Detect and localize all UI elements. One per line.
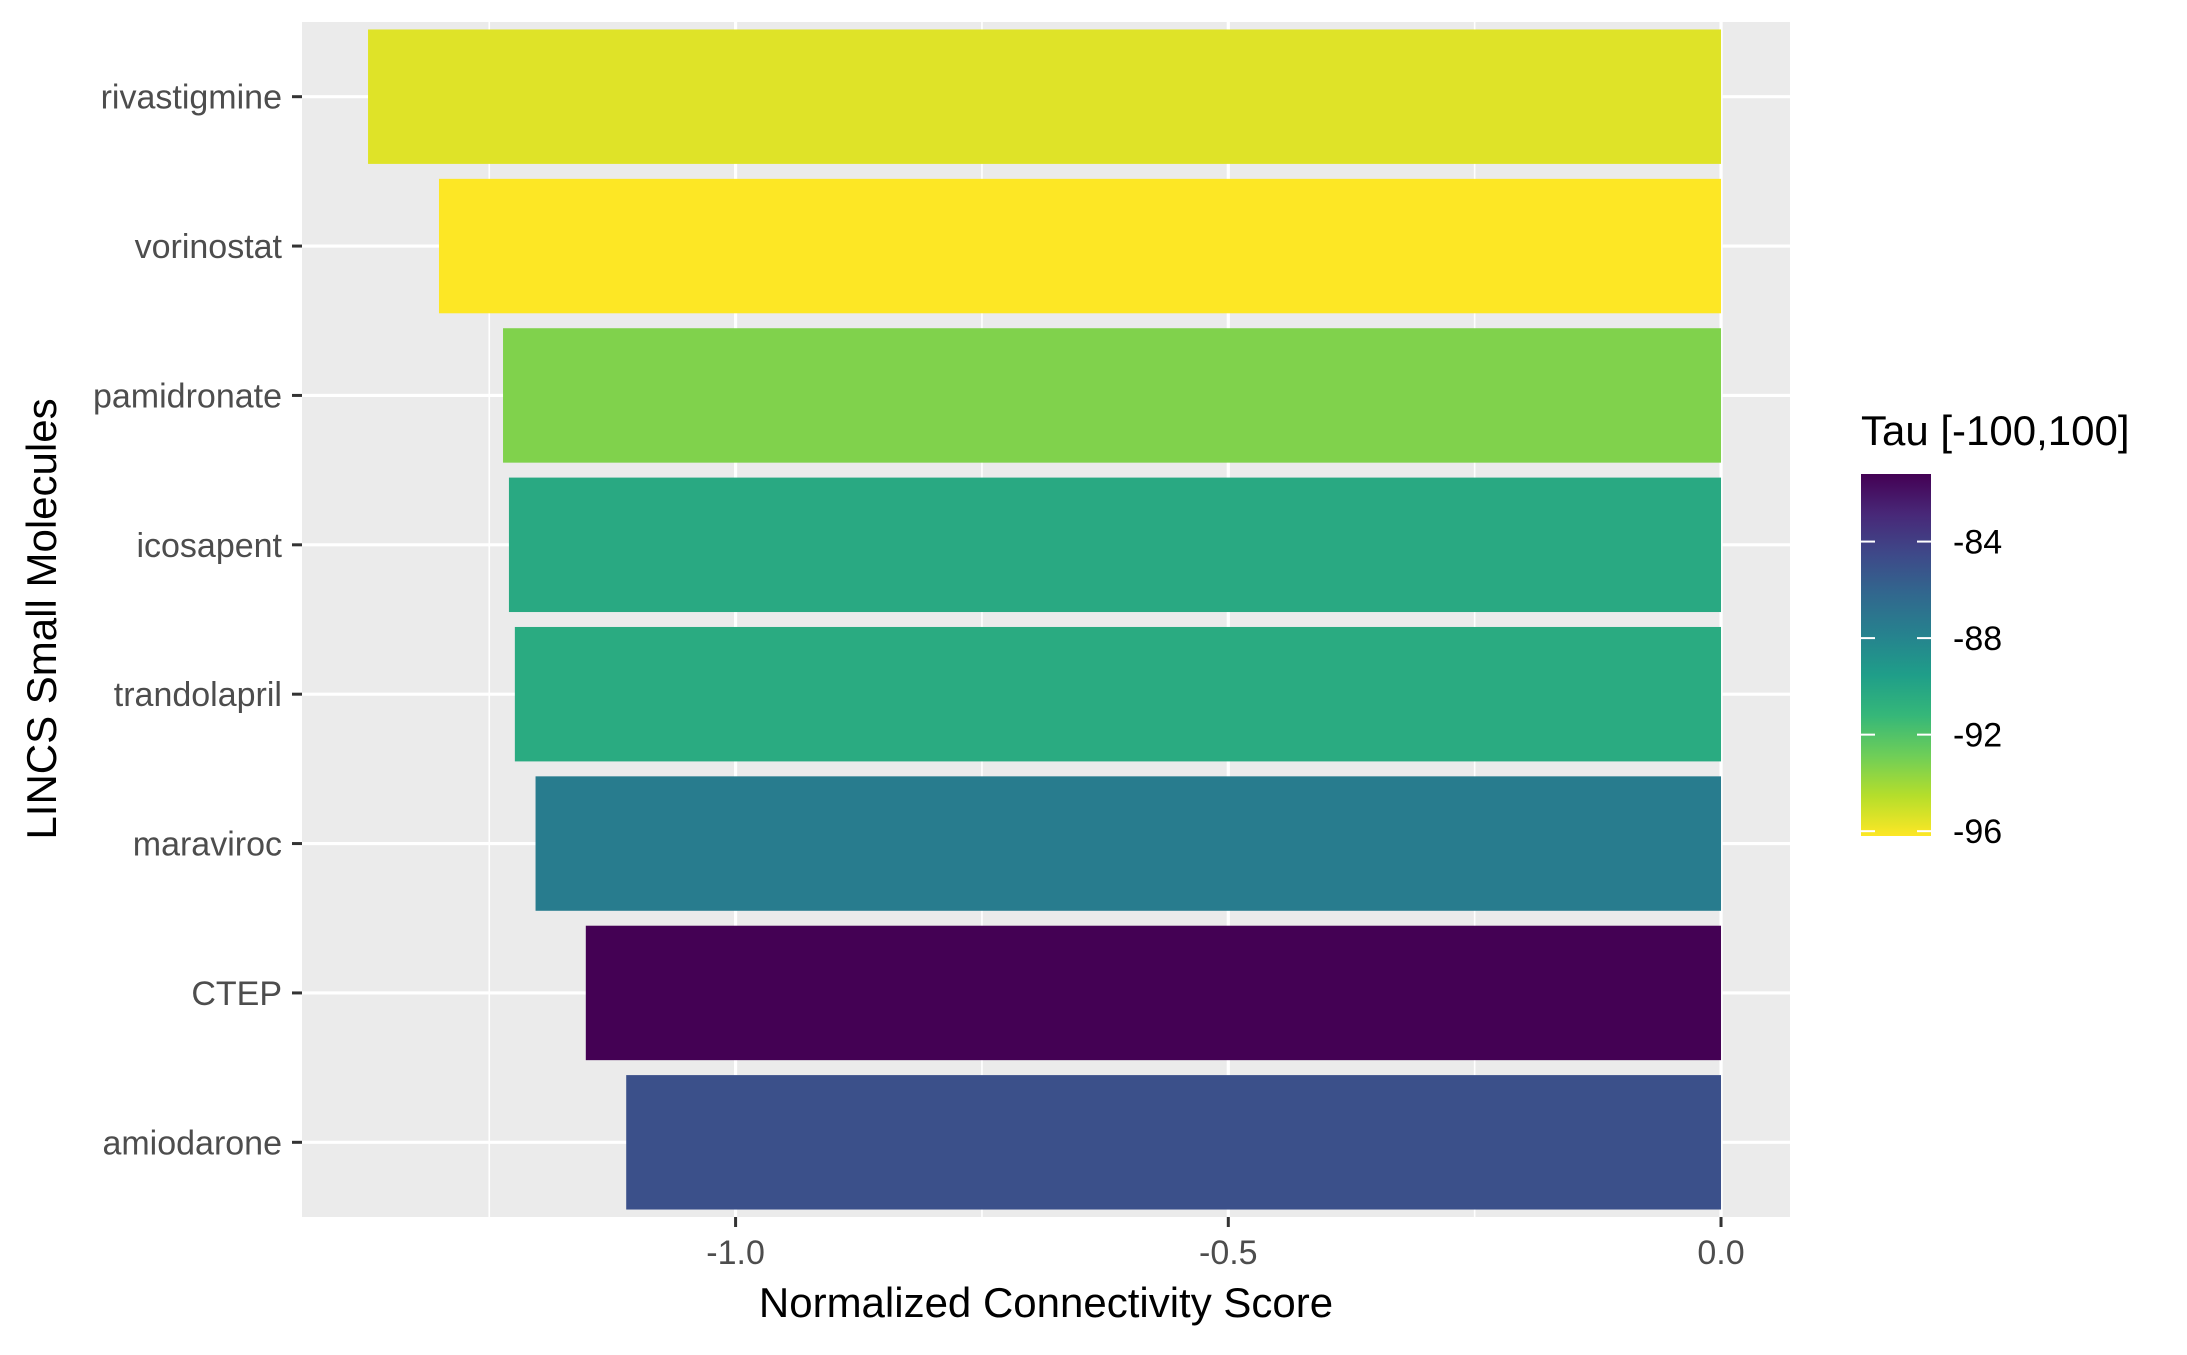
y-tick-label: rivastigmine [101,79,282,117]
x-tick-label: -1.0 [706,1234,765,1272]
bars [368,29,1722,1210]
y-tick-label: amiodarone [102,1124,282,1162]
x-axis-label: Normalized Connectivity Score [759,1279,1333,1326]
y-tick-label: vorinostat [135,228,283,266]
y-tick-label: trandolapril [114,676,282,714]
legend-colorbar [1861,474,1931,836]
bar-maraviroc [535,776,1722,911]
legend-tick-label: -96 [1953,813,2002,851]
y-tick-label: icosapent [136,527,282,565]
x-axis: -1.0 -0.5 0.0 [706,1217,1745,1272]
legend-title: Tau [-100,100] [1861,407,2130,454]
legend-tick-label: -84 [1953,524,2002,562]
legend-tick-label: -92 [1953,717,2002,755]
y-tick-label: maraviroc [133,826,282,864]
bar-rivastigmine [368,29,1722,164]
x-tick-label: -0.5 [1199,1234,1258,1272]
color-legend: Tau [-100,100] -84 -88 -92 -96 [1861,407,2130,851]
y-axis: rivastigmine vorinostat pamidronate icosape… [93,79,302,1162]
bar-amiodarone [626,1075,1722,1210]
y-axis-label: LINCS Small Molecules [18,398,65,839]
x-tick-label: 0.0 [1697,1234,1744,1272]
bar-trandolapril [514,626,1722,762]
bar-CTEP [585,925,1722,1061]
y-tick-label: CTEP [191,975,282,1013]
bar-icosapent [508,477,1722,613]
legend-tick-label: -88 [1953,620,2002,658]
y-tick-label: pamidronate [93,377,282,415]
bar-pamidronate [503,328,1722,463]
bar-vorinostat [438,178,1722,314]
